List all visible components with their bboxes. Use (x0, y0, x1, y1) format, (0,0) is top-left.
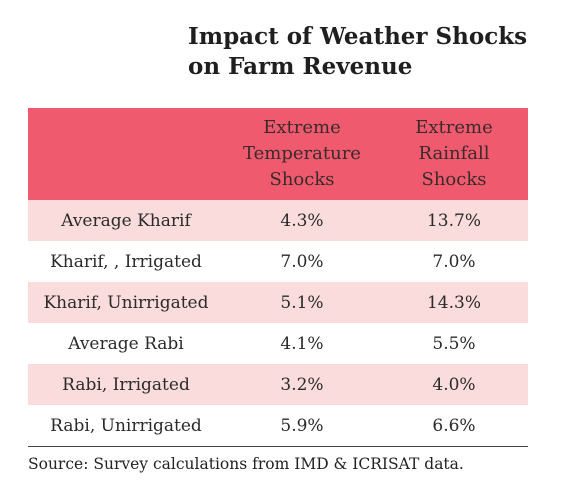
header-temperature-line-1: Extreme (263, 117, 341, 138)
header-cell-temperature: Extreme Temperature Shocks (224, 108, 380, 200)
row-label: Rabi, Irrigated (62, 374, 190, 395)
cell-temperature: 7.0% (280, 251, 324, 272)
row-label: Rabi, Unirrigated (50, 415, 202, 436)
header-rainfall-line-1: Extreme (415, 117, 493, 138)
cell-temperature: 5.1% (280, 292, 324, 313)
table-body: Average Kharif 4.3% 13.7% Kharif, , Irri… (28, 200, 528, 446)
chart-title-line-2: on Farm Revenue (188, 53, 413, 80)
cell-rainfall: 13.7% (426, 210, 481, 231)
table-bottom-rule (28, 446, 528, 447)
table-row: Rabi, Irrigated 3.2% 4.0% (28, 364, 528, 405)
cell-rainfall: 4.0% (432, 374, 476, 395)
row-label: Kharif, , Irrigated (50, 251, 202, 272)
source-note: Source: Survey calculations from IMD & I… (28, 455, 464, 473)
header-rainfall-line-2: Rainfall (418, 143, 490, 164)
cell-rainfall: 7.0% (432, 251, 476, 272)
header-rainfall-line-3: Shocks (421, 169, 487, 190)
cell-rainfall: 6.6% (432, 415, 476, 436)
chart-title-line-1: Impact of Weather Shocks (188, 23, 528, 50)
cell-temperature: 4.1% (280, 333, 324, 354)
table-row: Kharif, , Irrigated 7.0% 7.0% (28, 241, 528, 282)
header-cell-label (28, 108, 224, 200)
chart-title: Impact of Weather Shocks on Farm Revenue (188, 22, 548, 82)
data-table-container: Extreme Temperature Shocks Extreme Rainf… (28, 108, 528, 447)
table-row: Average Rabi 4.1% 5.5% (28, 323, 528, 364)
cell-temperature: 4.3% (280, 210, 324, 231)
row-label: Kharif, Unirrigated (43, 292, 209, 313)
data-table: Extreme Temperature Shocks Extreme Rainf… (28, 108, 528, 446)
header-cell-rainfall: Extreme Rainfall Shocks (380, 108, 528, 200)
row-label: Average Kharif (61, 210, 191, 231)
cell-rainfall: 5.5% (432, 333, 476, 354)
header-temperature-line-2: Temperature (243, 143, 361, 164)
table-header: Extreme Temperature Shocks Extreme Rainf… (28, 108, 528, 200)
table-row: Kharif, Unirrigated 5.1% 14.3% (28, 282, 528, 323)
table-row: Average Kharif 4.3% 13.7% (28, 200, 528, 241)
cell-temperature: 5.9% (280, 415, 324, 436)
row-label: Average Rabi (68, 333, 184, 354)
table-row: Rabi, Unirrigated 5.9% 6.6% (28, 405, 528, 446)
table-header-row: Extreme Temperature Shocks Extreme Rainf… (28, 108, 528, 200)
cell-temperature: 3.2% (280, 374, 324, 395)
cell-rainfall: 14.3% (426, 292, 481, 313)
header-temperature-line-3: Shocks (269, 169, 335, 190)
